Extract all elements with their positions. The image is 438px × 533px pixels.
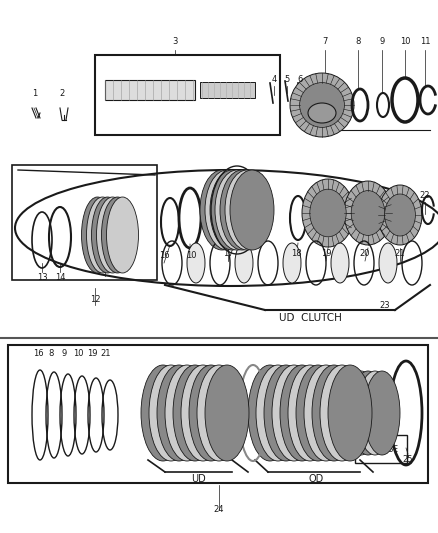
Ellipse shape xyxy=(280,365,324,461)
Text: 8: 8 xyxy=(355,37,360,46)
Text: 20: 20 xyxy=(360,249,370,259)
Bar xyxy=(12,165,157,280)
Ellipse shape xyxy=(92,197,124,273)
Ellipse shape xyxy=(312,365,356,461)
Ellipse shape xyxy=(336,371,372,455)
Ellipse shape xyxy=(296,365,340,461)
Ellipse shape xyxy=(344,181,392,245)
Text: 14: 14 xyxy=(55,273,65,282)
Bar xyxy=(200,82,255,98)
Bar xyxy=(105,80,195,100)
Ellipse shape xyxy=(106,197,138,273)
Ellipse shape xyxy=(235,243,253,283)
Text: REVERSE: REVERSE xyxy=(364,445,399,454)
Ellipse shape xyxy=(328,365,372,461)
Ellipse shape xyxy=(165,365,209,461)
Ellipse shape xyxy=(331,243,349,283)
Ellipse shape xyxy=(304,365,348,461)
Ellipse shape xyxy=(197,365,241,461)
Ellipse shape xyxy=(300,83,344,127)
Text: 25: 25 xyxy=(403,456,413,464)
Text: 22: 22 xyxy=(420,190,430,199)
Ellipse shape xyxy=(189,365,233,461)
Text: UD  CLUTCH: UD CLUTCH xyxy=(279,313,342,323)
Ellipse shape xyxy=(272,365,316,461)
Bar xyxy=(355,435,407,463)
Ellipse shape xyxy=(290,73,354,137)
Ellipse shape xyxy=(351,191,385,236)
Ellipse shape xyxy=(200,170,244,250)
Text: 3: 3 xyxy=(172,37,178,46)
Ellipse shape xyxy=(385,194,415,236)
Text: 13: 13 xyxy=(37,273,47,282)
Text: 9: 9 xyxy=(379,37,385,46)
Ellipse shape xyxy=(205,365,249,461)
Ellipse shape xyxy=(141,365,185,461)
Ellipse shape xyxy=(225,170,269,250)
Ellipse shape xyxy=(288,365,332,461)
Text: 1: 1 xyxy=(32,88,38,98)
Ellipse shape xyxy=(187,243,205,283)
Bar xyxy=(8,345,428,483)
Ellipse shape xyxy=(149,365,193,461)
Text: 10: 10 xyxy=(186,252,196,261)
Text: UD: UD xyxy=(191,474,205,484)
Ellipse shape xyxy=(308,103,336,123)
Ellipse shape xyxy=(220,170,264,250)
Ellipse shape xyxy=(173,365,217,461)
Ellipse shape xyxy=(181,365,225,461)
Text: 24: 24 xyxy=(214,505,224,514)
Text: 6: 6 xyxy=(297,76,303,85)
Ellipse shape xyxy=(302,179,354,247)
Text: 11: 11 xyxy=(420,37,430,46)
Text: 17: 17 xyxy=(223,249,233,259)
Ellipse shape xyxy=(96,197,128,273)
Text: 12: 12 xyxy=(90,295,100,304)
Ellipse shape xyxy=(264,365,308,461)
Text: 7: 7 xyxy=(322,37,328,46)
Text: 16: 16 xyxy=(33,350,43,359)
Text: 8: 8 xyxy=(48,350,54,359)
Text: 9: 9 xyxy=(61,350,67,359)
Text: 19: 19 xyxy=(321,249,331,259)
Text: 21: 21 xyxy=(395,249,405,259)
Text: 15: 15 xyxy=(100,265,110,274)
Text: OD: OD xyxy=(308,474,324,484)
Text: 5: 5 xyxy=(284,76,290,85)
Ellipse shape xyxy=(210,170,254,250)
Ellipse shape xyxy=(343,371,379,455)
Ellipse shape xyxy=(230,170,274,250)
Ellipse shape xyxy=(157,365,201,461)
Ellipse shape xyxy=(256,365,300,461)
Text: 10: 10 xyxy=(73,350,83,359)
Ellipse shape xyxy=(248,365,292,461)
Ellipse shape xyxy=(364,371,400,455)
Ellipse shape xyxy=(102,197,134,273)
Ellipse shape xyxy=(350,371,386,455)
Text: 16: 16 xyxy=(159,252,170,261)
Text: 4: 4 xyxy=(272,76,277,85)
Ellipse shape xyxy=(81,197,113,273)
Ellipse shape xyxy=(86,197,119,273)
Text: 23: 23 xyxy=(380,301,390,310)
Ellipse shape xyxy=(310,189,346,237)
Ellipse shape xyxy=(215,170,259,250)
Text: 10: 10 xyxy=(400,37,410,46)
Ellipse shape xyxy=(379,243,397,283)
Text: 2: 2 xyxy=(60,88,65,98)
Text: 19: 19 xyxy=(87,350,97,359)
Text: 21: 21 xyxy=(101,350,111,359)
Bar xyxy=(95,55,280,135)
Ellipse shape xyxy=(205,170,249,250)
Text: 18: 18 xyxy=(291,249,301,259)
Ellipse shape xyxy=(283,243,301,283)
Ellipse shape xyxy=(320,365,364,461)
Ellipse shape xyxy=(378,185,422,245)
Ellipse shape xyxy=(357,371,393,455)
